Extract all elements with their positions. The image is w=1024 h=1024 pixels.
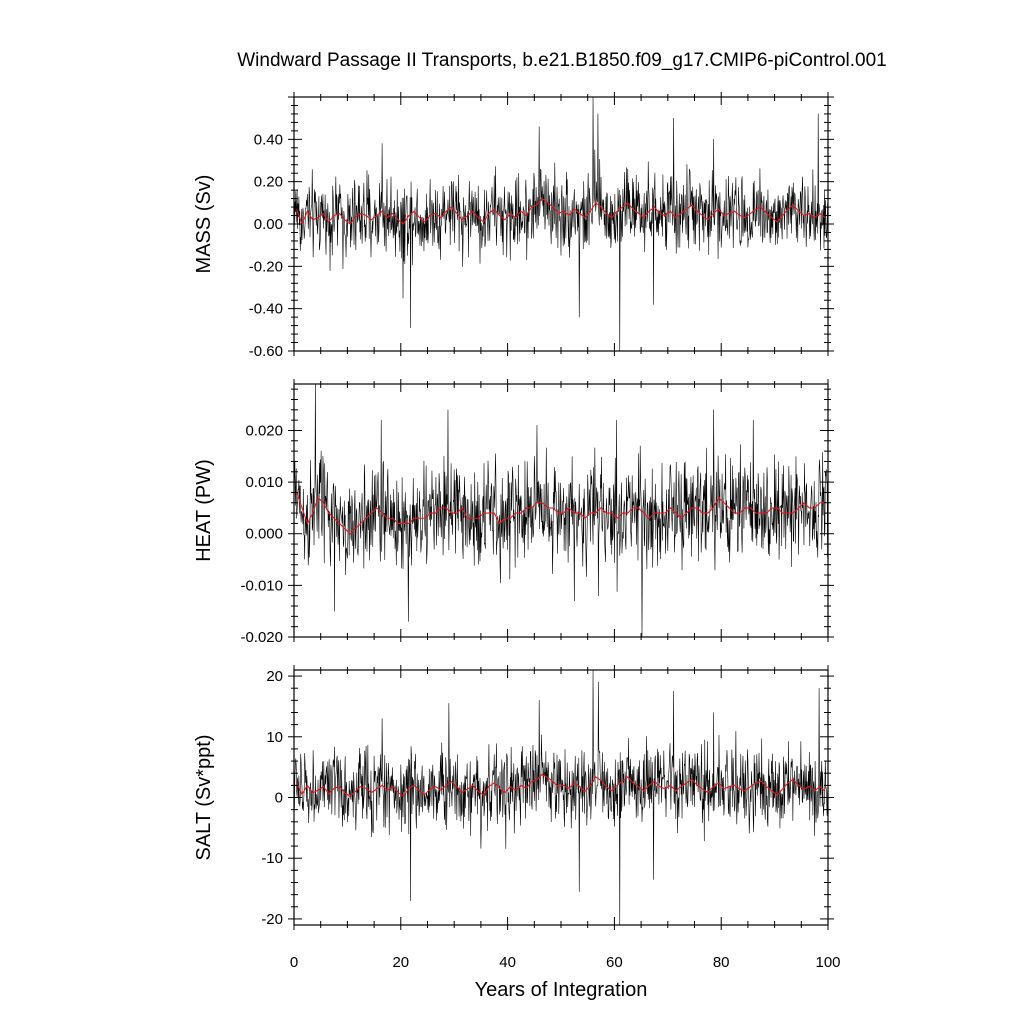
x-tick-label: 0 (290, 954, 298, 971)
x-tick-label: 80 (713, 954, 730, 971)
y-axis-label: MASS (Sv) (193, 175, 215, 274)
annual-mean-line (296, 492, 826, 535)
monthly-series-line (293, 96, 828, 352)
annual-mean-line (296, 773, 826, 798)
x-tick-label: 60 (606, 954, 623, 971)
panels-group: -0.60 -0.40 -0.20 0.00 0.20 0.40 MASS (Sv) -0.0… (193, 92, 841, 971)
y-tick-label: 20 (266, 668, 283, 685)
y-tick-label: 0.010 (245, 474, 283, 491)
panel-1: -0.60 -0.40 -0.20 0.00 0.20 0.40 MASS (Sv) (193, 92, 834, 360)
y-tick-label: -20 (261, 911, 283, 928)
y-tick-label: 0.40 (254, 131, 283, 148)
x-tick-label: 40 (499, 954, 516, 971)
y-tick-label: 0 (275, 790, 283, 807)
y-tick-label: -10 (261, 850, 283, 867)
y-tick-label: 0.020 (245, 422, 283, 439)
y-tick-label: 10 (266, 729, 283, 746)
chart-title: Windward Passage II Transports, b.e21.B1… (237, 50, 887, 71)
y-tick-label: 0.000 (245, 526, 283, 543)
monthly-series-line (293, 669, 828, 926)
y-tick-label: -0.20 (249, 258, 283, 275)
annual-mean-line (296, 197, 826, 226)
y-tick-label: 0.00 (254, 216, 283, 233)
y-axis-label: SALT (Sv*ppt) (193, 735, 215, 861)
y-tick-label: -0.020 (240, 629, 283, 646)
y-tick-label: -0.40 (249, 301, 283, 318)
monthly-series-line (293, 383, 828, 638)
y-tick-label: -0.60 (249, 343, 283, 360)
y-tick-label: -0.010 (240, 577, 283, 594)
y-tick-label: 0.20 (254, 174, 283, 191)
y-axis-label: HEAT (PW) (193, 459, 215, 562)
panel-3: -20 -10 0 10 20 SALT (Sv*ppt) 0 20 40 60 80 100 (193, 665, 841, 971)
panel-2: -0.020 -0.010 0.000 0.010 0.020 HEAT (PW) (193, 379, 834, 646)
x-axis-label: Years of Integration (475, 979, 648, 1001)
x-tick-label: 100 (815, 954, 840, 971)
x-tick-label: 20 (392, 954, 409, 971)
